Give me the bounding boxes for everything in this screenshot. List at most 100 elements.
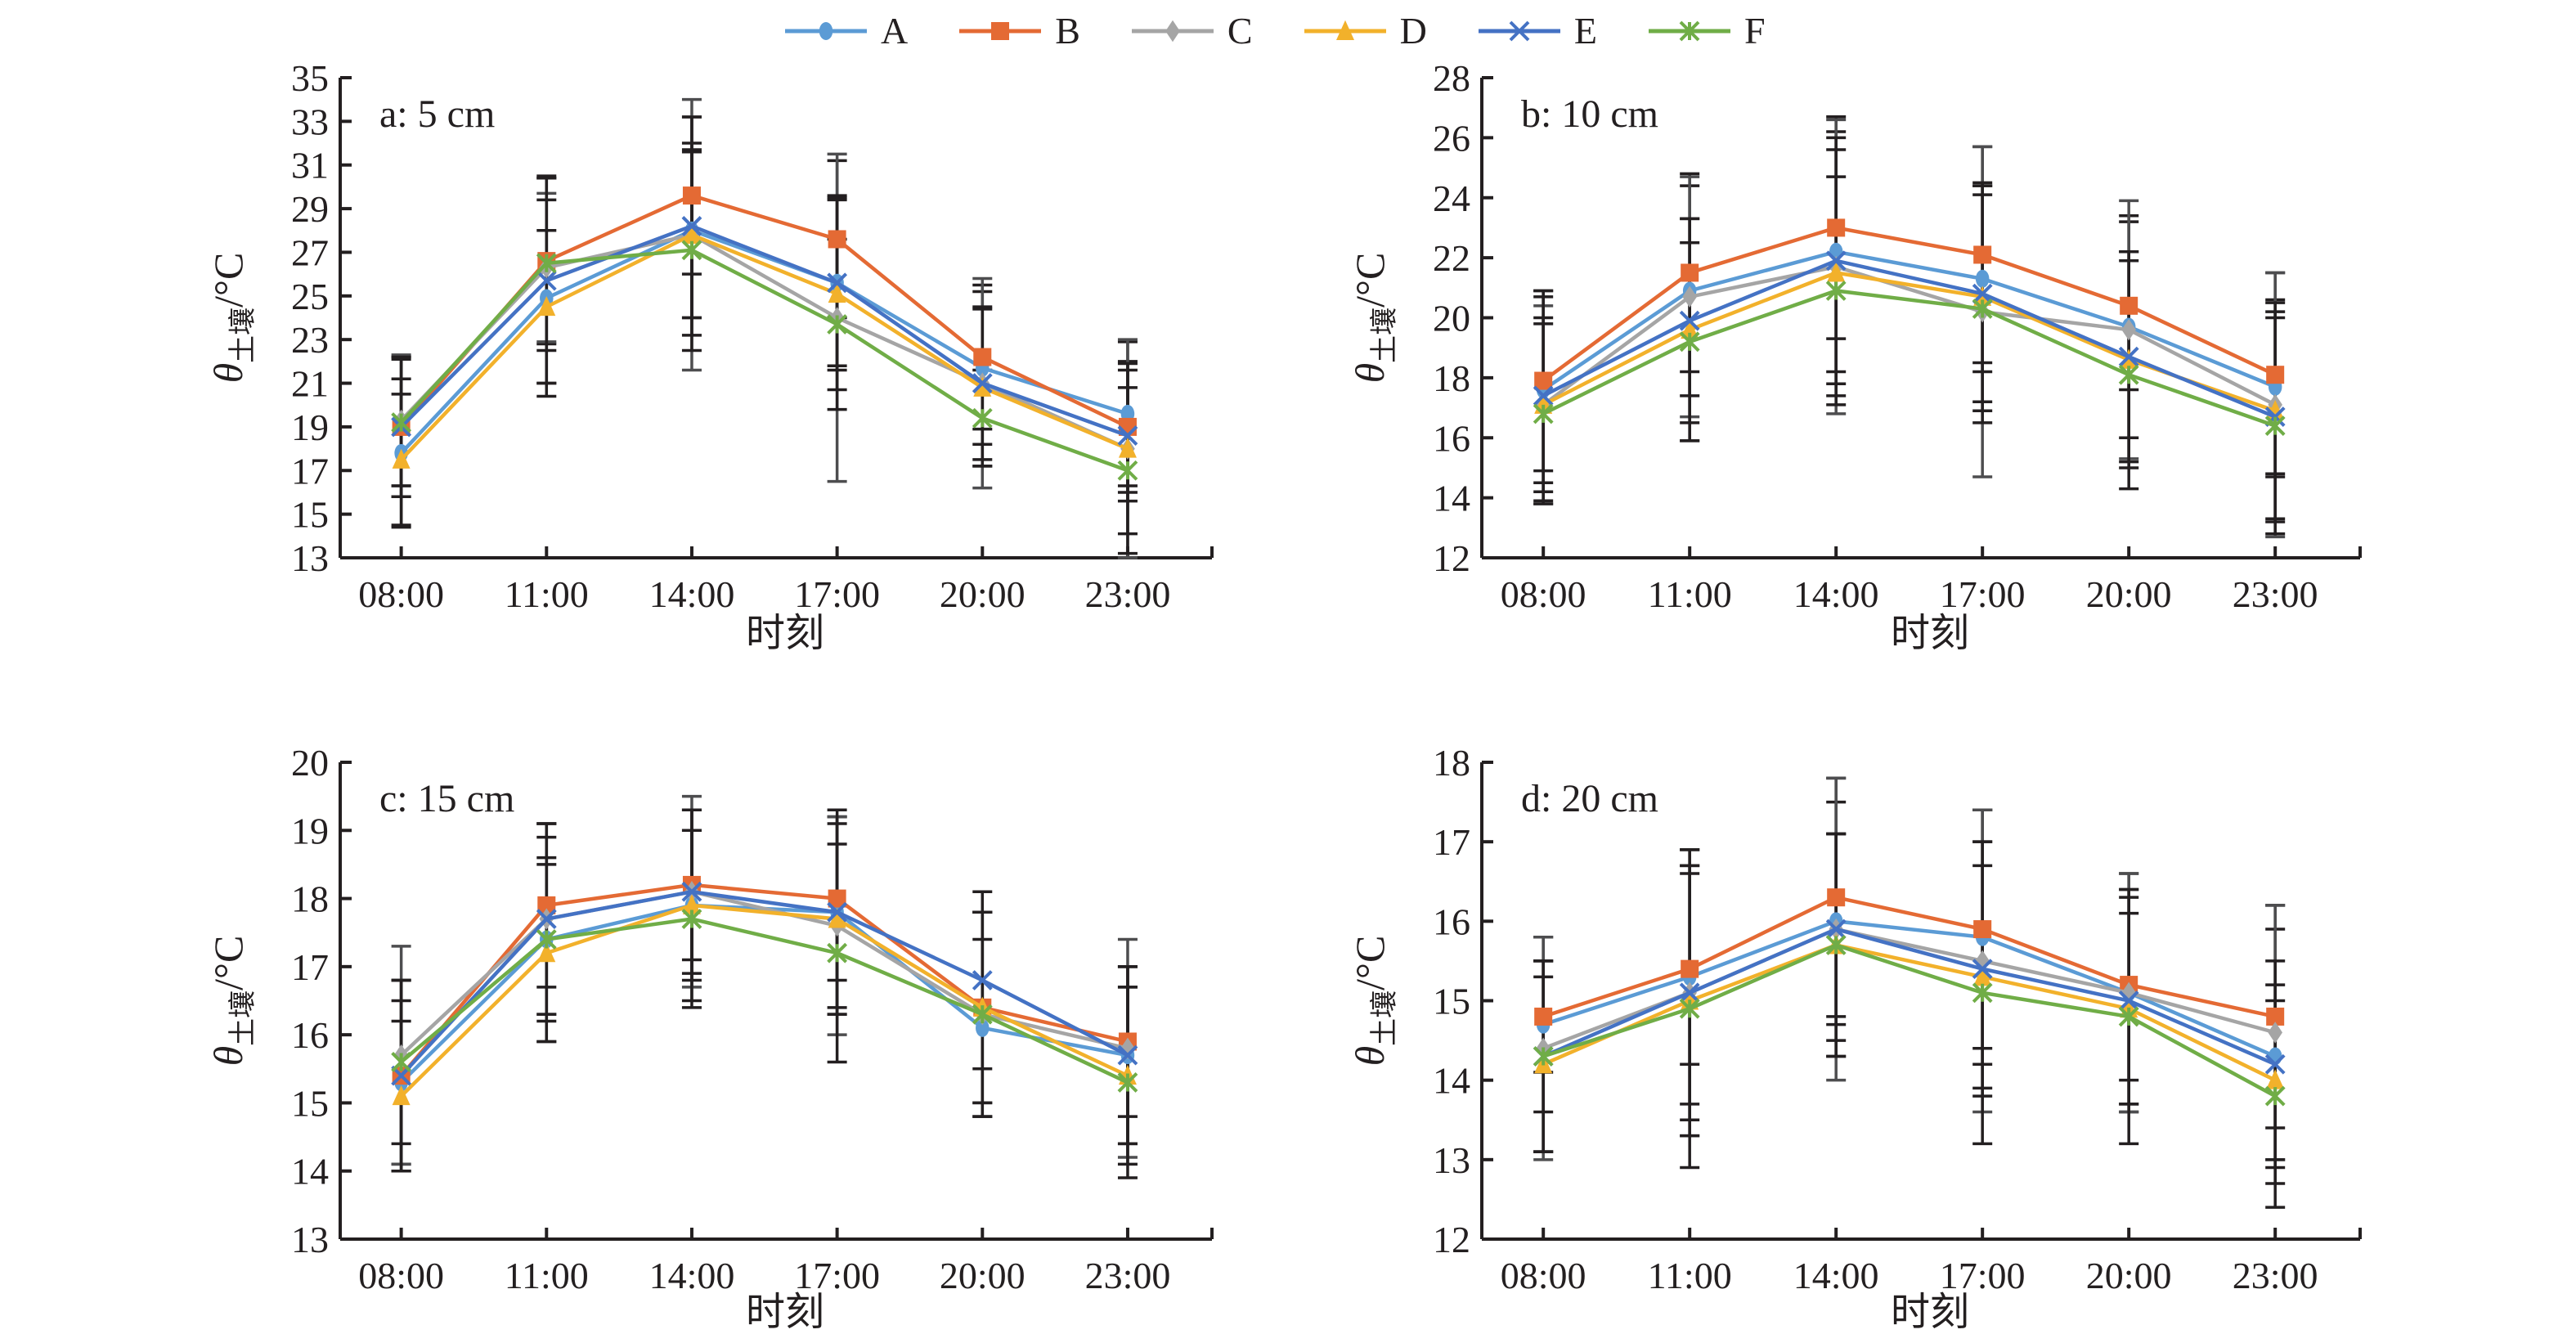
data-point [972, 407, 993, 429]
series-b [1534, 888, 2285, 1026]
legend-item-a: A [781, 12, 908, 50]
series-line [399, 228, 1129, 455]
y-tick-label: 20 [291, 742, 329, 784]
data-point [682, 186, 701, 205]
series-line [399, 232, 1129, 461]
data-point [536, 253, 557, 274]
legend-item-f: F [1645, 12, 1766, 50]
chart-panel-c: 13 14 15 16 17 18 19 20 08:00 11:00 14:00 17:00 20:0… [205, 742, 1214, 1334]
data-point [2121, 318, 2136, 341]
series-line [399, 883, 1129, 1077]
x-tick-label: 23:00 [1085, 573, 1171, 615]
y-tick-label: 17 [1433, 821, 1470, 863]
series-line [1542, 289, 2276, 428]
y-axis-subscript: 土壤 [227, 990, 258, 1046]
series-line [399, 193, 1129, 429]
data-point [1681, 959, 1699, 978]
y-tick-label: 15 [1433, 981, 1470, 1022]
y-axis-title: θ土壤/°C [1347, 936, 1400, 1067]
data-point [827, 942, 848, 963]
y-axis-subscript: 土壤 [1369, 308, 1400, 363]
data-point [2266, 366, 2285, 384]
panel-title: b: 10 cm [1521, 92, 1658, 136]
y-tick-label: 17 [291, 450, 329, 492]
y-tick-label: 20 [1433, 298, 1470, 339]
data-point [1679, 331, 1700, 353]
x-axis-title: 时刻 [746, 612, 824, 655]
data-point [1533, 385, 1554, 406]
data-point [681, 216, 702, 236]
series-f [391, 909, 1138, 1093]
data-point [1533, 1046, 1554, 1067]
y-tick-label: 23 [291, 319, 329, 361]
legend-label: D [1399, 10, 1427, 52]
legend-item-c: C [1128, 12, 1253, 50]
legend-swatch-triangle-icon [1304, 20, 1386, 40]
data-point [1117, 1044, 1138, 1066]
legend-marker-diamond-icon [1165, 20, 1180, 43]
x-tick-label: 14:00 [649, 1255, 735, 1296]
legend-label: C [1227, 10, 1253, 52]
data-point [1827, 888, 1846, 907]
y-tick-label: 16 [1433, 901, 1470, 942]
legend-label: B [1055, 10, 1080, 52]
x-tick-label: 08:00 [1501, 573, 1586, 615]
data-point [537, 942, 556, 963]
y-tick-label: 28 [1433, 57, 1470, 99]
y-axis-symbol: θ [1347, 363, 1393, 384]
data-point [536, 929, 557, 950]
data-point [976, 1018, 990, 1037]
data-point [2264, 415, 2286, 436]
series-e [391, 881, 1138, 1086]
y-tick-label: 35 [291, 57, 329, 99]
x-tick-label: 23:00 [1085, 1255, 1171, 1296]
series-d [392, 894, 1137, 1106]
chart-panel-b: 12 14 16 18 20 22 24 26 28 08:00 11:00 14:00 17:00 20… [1347, 57, 2362, 655]
data-point [681, 240, 702, 261]
y-tick-label: 12 [1433, 537, 1470, 579]
data-point [1827, 262, 1846, 282]
x-tick-label: 08:00 [358, 573, 444, 615]
data-point [2118, 346, 2139, 367]
data-point [392, 1085, 411, 1106]
legend-swatch-square-icon [959, 22, 1042, 40]
y-tick-label: 15 [291, 1082, 329, 1124]
y-tick-label: 21 [291, 363, 329, 405]
y-axis-unit: /°C [205, 253, 251, 308]
y-tick-label: 33 [291, 101, 329, 142]
data-point [1825, 250, 1847, 272]
data-point [1533, 403, 1554, 424]
chart-legend: A B C D E F [781, 7, 1813, 56]
series-b [1534, 218, 2285, 390]
y-tick-label: 29 [291, 188, 329, 230]
series-e [391, 216, 1138, 446]
data-point [537, 295, 556, 317]
data-point [828, 908, 846, 928]
data-point [2118, 990, 2139, 1011]
y-axis-symbol: θ [205, 1046, 251, 1067]
data-point [828, 282, 846, 303]
data-point [1117, 425, 1138, 446]
data-point [2268, 1022, 2282, 1044]
data-point [972, 970, 993, 990]
data-point [1975, 269, 1990, 288]
chart-panel-d: 12 13 14 15 16 17 18 08:00 11:00 14:00 17:00 20:00 2… [1347, 742, 2362, 1334]
data-point [827, 272, 848, 294]
y-tick-label: 18 [1433, 357, 1470, 399]
data-point [1975, 950, 1990, 972]
data-point [2118, 1006, 2139, 1027]
x-tick-label: 08:00 [1501, 1255, 1586, 1296]
series-line [1542, 895, 2276, 1019]
y-tick-label: 16 [291, 1014, 329, 1056]
y-tick-label: 31 [291, 145, 329, 186]
data-point [827, 314, 848, 335]
x-tick-label: 14:00 [1793, 1255, 1879, 1296]
data-point [391, 1052, 412, 1072]
data-point [682, 223, 701, 245]
y-tick-label: 14 [1433, 1060, 1470, 1102]
y-tick-label: 14 [291, 1151, 329, 1193]
data-point [972, 1004, 993, 1025]
data-point [391, 412, 412, 433]
series-line [1542, 226, 2277, 383]
